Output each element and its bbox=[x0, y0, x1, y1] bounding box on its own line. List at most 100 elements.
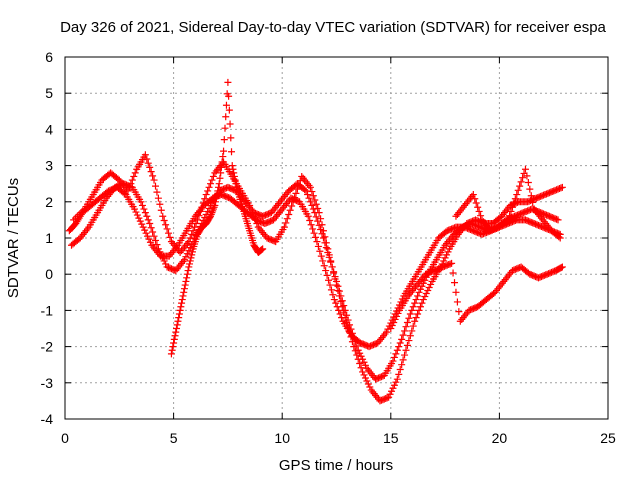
data-point bbox=[180, 285, 188, 293]
data-point bbox=[424, 286, 432, 294]
data-point bbox=[144, 159, 152, 167]
data-point bbox=[391, 315, 399, 323]
data-point bbox=[330, 269, 338, 277]
data-point bbox=[286, 206, 294, 214]
data-point bbox=[309, 225, 317, 233]
data-point bbox=[167, 350, 175, 358]
data-point bbox=[145, 235, 153, 243]
data-point bbox=[335, 292, 343, 300]
data-point bbox=[383, 394, 391, 402]
data-point bbox=[455, 308, 463, 316]
data-point bbox=[246, 201, 254, 209]
data-point bbox=[337, 297, 345, 305]
data-point bbox=[146, 220, 154, 228]
data-point bbox=[204, 207, 212, 215]
data-point bbox=[402, 346, 410, 354]
x-tick-label: 25 bbox=[600, 430, 616, 446]
data-point bbox=[225, 106, 233, 114]
data-point bbox=[350, 343, 358, 351]
data-point bbox=[557, 264, 565, 272]
data-point bbox=[511, 195, 519, 203]
data-point bbox=[195, 212, 203, 220]
data-point bbox=[218, 158, 226, 166]
y-tick-label: 3 bbox=[45, 158, 53, 174]
data-point bbox=[452, 288, 460, 296]
data-point bbox=[130, 172, 138, 180]
data-point bbox=[226, 120, 234, 128]
data-point bbox=[361, 374, 369, 382]
y-tick-labels: -4 -3 -2 -1 0 1 2 3 4 5 6 bbox=[41, 49, 54, 427]
data-point bbox=[524, 178, 532, 186]
data-point bbox=[214, 183, 222, 191]
data-point bbox=[229, 165, 237, 173]
data-point bbox=[406, 310, 414, 318]
data-point bbox=[191, 223, 199, 231]
data-point bbox=[449, 269, 457, 277]
data-point bbox=[341, 314, 349, 322]
data-point bbox=[141, 226, 149, 234]
data-point bbox=[228, 148, 236, 156]
data-point bbox=[205, 183, 213, 191]
data-point bbox=[414, 292, 422, 300]
data-point bbox=[414, 310, 422, 318]
data-point bbox=[250, 212, 258, 220]
data-point bbox=[333, 281, 340, 289]
data-point bbox=[394, 309, 402, 317]
series-track-6 bbox=[452, 165, 564, 242]
data-point bbox=[309, 205, 317, 213]
data-point bbox=[529, 198, 537, 206]
data-point bbox=[317, 252, 325, 260]
data-point bbox=[326, 281, 334, 289]
data-point bbox=[308, 188, 316, 196]
data-point bbox=[259, 245, 267, 253]
data-point bbox=[173, 321, 181, 329]
data-point bbox=[440, 257, 448, 265]
data-point bbox=[389, 357, 397, 365]
data-point bbox=[393, 346, 401, 354]
data-point bbox=[331, 275, 339, 283]
data-point bbox=[317, 215, 325, 223]
data-point bbox=[401, 327, 409, 335]
data-point bbox=[216, 174, 224, 182]
data-point bbox=[409, 303, 417, 311]
data-point bbox=[557, 184, 565, 192]
data-point bbox=[513, 191, 521, 199]
axis-ticks bbox=[64, 56, 609, 420]
data-point bbox=[306, 217, 314, 225]
data-point bbox=[204, 187, 212, 195]
data-point bbox=[224, 78, 232, 86]
data-point bbox=[208, 176, 216, 184]
data-point bbox=[387, 325, 395, 332]
data-point bbox=[295, 181, 303, 189]
data-point bbox=[448, 259, 456, 267]
data-point bbox=[398, 335, 406, 343]
data-point bbox=[517, 178, 525, 186]
data-point bbox=[419, 296, 427, 304]
data-point bbox=[174, 317, 182, 325]
data-point bbox=[185, 238, 193, 246]
data-point bbox=[293, 185, 301, 193]
data-point bbox=[228, 162, 236, 170]
data-point bbox=[182, 253, 190, 261]
x-tick-label: 15 bbox=[383, 430, 399, 446]
data-point bbox=[418, 299, 426, 307]
data-point bbox=[141, 209, 149, 217]
data-point bbox=[403, 318, 411, 326]
data-point bbox=[166, 233, 174, 241]
data-point bbox=[221, 124, 229, 132]
data-point bbox=[395, 370, 403, 378]
series-track-2 bbox=[68, 180, 562, 383]
data-point bbox=[140, 205, 148, 213]
data-point bbox=[393, 312, 401, 320]
data-point bbox=[327, 286, 335, 294]
data-point bbox=[212, 198, 220, 206]
data-point bbox=[325, 276, 333, 284]
data-point bbox=[302, 187, 310, 195]
data-point bbox=[508, 203, 516, 211]
data-point bbox=[149, 228, 157, 236]
data-point bbox=[207, 180, 215, 188]
data-point bbox=[390, 353, 398, 361]
data-point bbox=[135, 214, 143, 222]
data-point bbox=[282, 219, 290, 227]
